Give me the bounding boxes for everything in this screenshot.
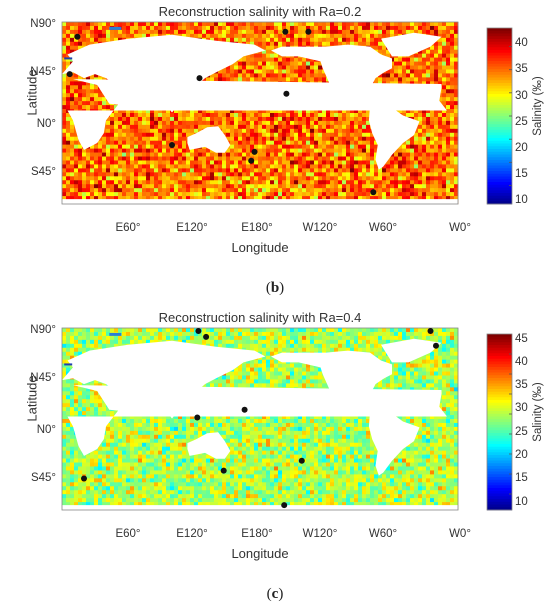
x-axis-label-c: Longitude [231,546,289,561]
continent-shape [187,432,231,459]
colorbar-tick-label: 30 [515,90,528,102]
colorbar-tick-label: 40 [515,356,528,368]
y-tick-label: S45° [30,472,56,484]
continent-shape [368,409,420,476]
colorbar-tick-label: 25 [515,116,528,128]
continent-shape [187,126,231,153]
colorbar [486,333,513,511]
sample-point [370,189,377,196]
colorbar-label-b: Salinity (‰) [532,76,544,136]
land-mask [62,32,458,209]
continent-shape [381,32,442,57]
y-tick-label: N90° [30,324,56,336]
sample-point [66,71,73,78]
chart-svg-b [61,21,513,209]
colorbar-tick-label: 35 [515,63,528,75]
colorbar-tick-label: 15 [515,472,528,484]
x-axis-label-b: Longitude [231,240,289,255]
x-tick-label: W120° [302,222,338,234]
continent-shape [271,44,392,98]
chart-panel-b: Reconstruction salinity with Ra=0.2 Lati… [0,0,550,305]
sample-point [251,148,258,155]
chart-panel-c: Reconstruction salinity with Ra=0.4 Lati… [0,306,550,611]
x-tick-label: W0° [449,528,471,540]
continent-shape [62,340,266,419]
continent-shape [271,350,392,404]
x-tick-label: W60° [368,528,398,540]
chart-title-b: Reconstruction salinity with Ra=0.2 [158,4,362,19]
x-tick-label: W120° [302,528,338,540]
y-tick-label: N45° [30,66,56,78]
y-tick-label: S45° [30,166,56,178]
continent-shape [368,103,420,170]
sample-point [248,157,255,164]
colorbar-label-c: Salinity (‰) [532,382,544,442]
chart-title-c: Reconstruction salinity with Ra=0.4 [158,310,362,325]
colorbar-tick-label: 25 [515,426,528,438]
sample-point [196,75,203,82]
x-tick-label: E180° [241,528,273,540]
sample-point [241,406,248,413]
sample-point [427,328,434,334]
sample-point [281,502,288,509]
sample-point [203,333,210,340]
plot-frame [61,327,459,511]
sample-point [169,142,175,148]
sample-point [282,28,289,35]
chart-svg-c [61,327,513,515]
sample-point [220,467,227,474]
lake-mark [109,26,122,30]
colorbar-tick-label: 10 [515,496,528,508]
x-tick-label: E60° [115,222,141,234]
colorbar [486,27,513,205]
x-tick-label: W0° [449,222,471,234]
sample-point [305,28,312,35]
sample-point [81,475,87,482]
sample-point [433,342,439,349]
colorbar-tick-label: 35 [515,379,528,391]
continent-shape [62,34,266,113]
x-tick-label: E60° [115,528,141,540]
sample-point [195,328,202,334]
panel-caption-c: (c) [266,586,284,602]
colorbar-tick-label: 30 [515,402,528,414]
colorbar-tick-label: 45 [515,333,528,345]
land-mask [62,338,458,515]
y-tick-label: N90° [30,18,56,30]
sample-point [74,33,81,40]
sample-point [298,457,305,464]
x-tick-label: E120° [176,528,208,540]
colorbar-tick-label: 15 [515,168,528,180]
sample-point [194,414,201,421]
lake-mark [64,57,73,60]
x-tick-label: E180° [241,222,273,234]
y-tick-label: N45° [30,372,56,384]
x-tick-label: W60° [368,222,398,234]
sample-point [283,90,290,97]
colorbar-tick-label: 20 [515,142,528,154]
plot-frame [61,21,459,205]
colorbar-tick-label: 10 [515,194,528,206]
x-tick-label: E120° [176,222,208,234]
colorbar-tick-label: 20 [515,449,528,461]
y-tick-label: N0° [36,424,56,436]
y-tick-label: N0° [36,118,56,130]
colorbar-tick-label: 40 [515,37,528,49]
lake-mark [109,332,122,336]
panel-caption-b: (b) [265,280,285,296]
continent-shape [381,338,442,363]
lake-mark [64,363,73,366]
